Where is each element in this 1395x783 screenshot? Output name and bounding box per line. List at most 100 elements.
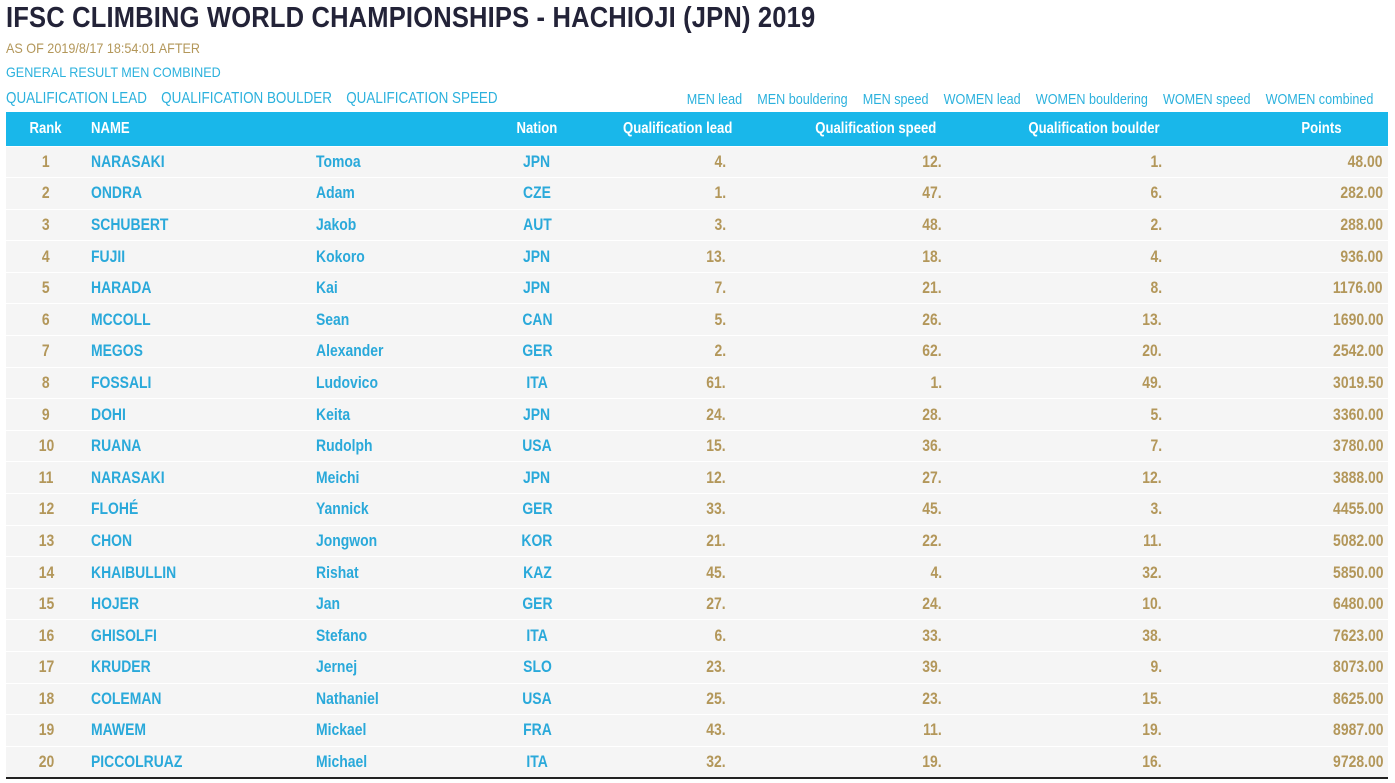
first-name-cell[interactable]: Keita [316,399,486,431]
qualification-speed-link[interactable]: QUALIFICATION SPEED [346,90,498,107]
cell-last: FLOHÉ [91,499,139,519]
first-name-cell[interactable]: Tomoa [316,146,486,178]
last-name-cell[interactable]: FUJII [86,241,316,273]
last-name-cell[interactable]: PICCOLRUAZ [86,746,316,778]
table-row[interactable]: 15 HOJER Jan GER 27. 24. 10. 6480.00 [6,588,1388,620]
women-lead-link[interactable]: WOMEN lead [943,91,1021,108]
last-name-cell[interactable]: NARASAKI [86,146,316,178]
points-cell: 1690.00 [1204,304,1388,336]
table-row[interactable]: 11 NARASAKI Meichi JPN 12. 27. 12. 3888.… [6,461,1388,494]
last-name-cell[interactable]: KRUDER [86,652,316,684]
men-lead-link[interactable]: MEN lead [686,91,742,108]
cell-rank: 6 [42,309,50,329]
last-name-cell[interactable]: CHON [86,525,316,557]
men-speed-link[interactable]: MEN speed [862,91,929,108]
table-row[interactable]: 8 FOSSALI Ludovico ITA 61. 1. 49. 3019.5… [6,367,1388,399]
first-name-cell[interactable]: Stefano [316,620,486,652]
cell-last: KHAIBULLIN [91,562,177,582]
first-name-cell[interactable]: Meichi [316,462,486,494]
last-name-cell[interactable]: ONDRA [86,178,316,210]
last-name-cell[interactable]: HARADA [86,272,316,304]
first-name-cell[interactable]: Jernej [316,652,486,684]
qualification-links: QUALIFICATION LEAD QUALIFICATION BOULDER Q… [6,90,512,108]
qual-speed-cell: 23. [768,683,984,715]
first-name-cell[interactable]: Jakob [316,209,486,241]
cell-boulder: 3. [1150,499,1162,519]
first-name-cell[interactable]: Rudolph [316,430,486,462]
last-name-cell[interactable]: SCHUBERT [86,209,316,241]
table-row[interactable]: 12 FLOHÉ Yannick GER 33. 45. 3. 4455.00 [6,493,1388,526]
cell-boulder: 38. [1142,625,1162,645]
table-row[interactable]: 2 ONDRA Adam CZE 1. 47. 6. 282.00 [6,177,1388,210]
table-row[interactable]: 9 DOHI Keita JPN 24. 28. 5. 3360.00 [6,398,1388,431]
first-name-cell[interactable]: Yannick [316,494,486,526]
last-name-cell[interactable]: MCCOLL [86,304,316,336]
first-name-cell[interactable]: Kai [316,272,486,304]
table-row[interactable]: 16 GHISOLFI Stefano ITA 6. 33. 38. 7623.… [6,619,1388,652]
first-name-cell[interactable]: Jan [316,588,486,620]
cell-last: HOJER [91,594,140,614]
table-row[interactable]: 6 MCCOLL Sean CAN 5. 26. 13. 1690.00 [6,303,1388,336]
qual-boulder-cell: 15. [984,683,1204,715]
qual-boulder-cell: 19. [984,715,1204,747]
last-name-cell[interactable]: GHISOLFI [86,620,316,652]
cell-lead: 45. [706,562,726,582]
qual-speed-cell: 11. [768,715,984,747]
first-name-cell[interactable]: Adam [316,178,486,210]
rank-cell: 8 [6,367,86,399]
first-name-cell[interactable]: Kokoro [316,241,486,273]
women-combined-link[interactable]: WOMEN combined [1265,91,1373,108]
nation-cell: ITA [486,746,588,778]
women-speed-link[interactable]: WOMEN speed [1162,91,1251,108]
first-name-cell[interactable]: Ludovico [316,367,486,399]
table-row[interactable]: 17 KRUDER Jernej SLO 23. 39. 9. 8073.00 [6,651,1388,684]
first-name-cell[interactable]: Alexander [316,336,486,368]
qualification-lead-link[interactable]: QUALIFICATION LEAD [6,90,147,107]
last-name-cell[interactable]: COLEMAN [86,683,316,715]
cell-lead: 3. [714,214,726,234]
qual-speed-cell: 45. [768,494,984,526]
qualification-boulder-link[interactable]: QUALIFICATION BOULDER [161,90,332,107]
men-bouldering-link[interactable]: MEN bouldering [756,91,848,108]
last-name-cell[interactable]: FOSSALI [86,367,316,399]
last-name-cell[interactable]: KHAIBULLIN [86,557,316,589]
table-row[interactable]: 14 KHAIBULLIN Rishat KAZ 45. 4. 32. 5850… [6,556,1388,589]
last-name-cell[interactable]: FLOHÉ [86,494,316,526]
qual-speed-cell: 26. [768,304,984,336]
cell-points: 288.00 [1340,214,1383,234]
table-row[interactable]: 10 RUANA Rudolph USA 15. 36. 7. 3780.00 [6,430,1388,462]
points-cell: 8625.00 [1204,683,1388,715]
first-name-cell[interactable]: Nathaniel [316,683,486,715]
first-name-cell[interactable]: Jongwon [316,525,486,557]
last-name-cell[interactable]: DOHI [86,399,316,431]
points-cell: 4455.00 [1204,494,1388,526]
table-row[interactable]: 7 MEGOS Alexander GER 2. 62. 20. 2542.00 [6,335,1388,368]
first-name-cell[interactable]: Mickael [316,715,486,747]
first-name-cell[interactable]: Sean [316,304,486,336]
table-row[interactable]: 18 COLEMAN Nathaniel USA 25. 23. 15. 862… [6,683,1388,715]
points-cell: 2542.00 [1204,336,1388,368]
qual-speed-cell: 4. [768,557,984,589]
last-name-cell[interactable]: HOJER [86,588,316,620]
last-name-cell[interactable]: RUANA [86,430,316,462]
last-name-cell[interactable]: MEGOS [86,336,316,368]
table-row[interactable]: 4 FUJII Kokoro JPN 13. 18. 4. 936.00 [6,240,1388,273]
points-cell: 3019.50 [1204,367,1388,399]
cell-lead: 27. [706,594,726,614]
nation-cell: GER [486,336,588,368]
table-row[interactable]: 3 SCHUBERT Jakob AUT 3. 48. 2. 288.00 [6,209,1388,241]
table-row[interactable]: 20 PICCOLRUAZ Michael ITA 32. 19. 16. 97… [6,746,1388,778]
women-bouldering-link[interactable]: WOMEN bouldering [1035,91,1148,108]
table-row[interactable]: 13 CHON Jongwon KOR 21. 22. 11. 5082.00 [6,525,1388,557]
table-row[interactable]: 19 MAWEM Mickael FRA 43. 11. 19. 8987.00 [6,714,1388,747]
cell-speed: 33. [922,625,942,645]
table-row[interactable]: 1 NARASAKI Tomoa JPN 4. 12. 1. 48.00 [6,146,1388,178]
nation-cell: AUT [486,209,588,241]
first-name-cell[interactable]: Rishat [316,557,486,589]
nation-cell: ITA [486,367,588,399]
table-row[interactable]: 5 HARADA Kai JPN 7. 21. 8. 1176.00 [6,272,1388,304]
last-name-cell[interactable]: MAWEM [86,715,316,747]
first-name-cell[interactable]: Michael [316,746,486,778]
last-name-cell[interactable]: NARASAKI [86,462,316,494]
cell-points: 5850.00 [1332,562,1383,582]
